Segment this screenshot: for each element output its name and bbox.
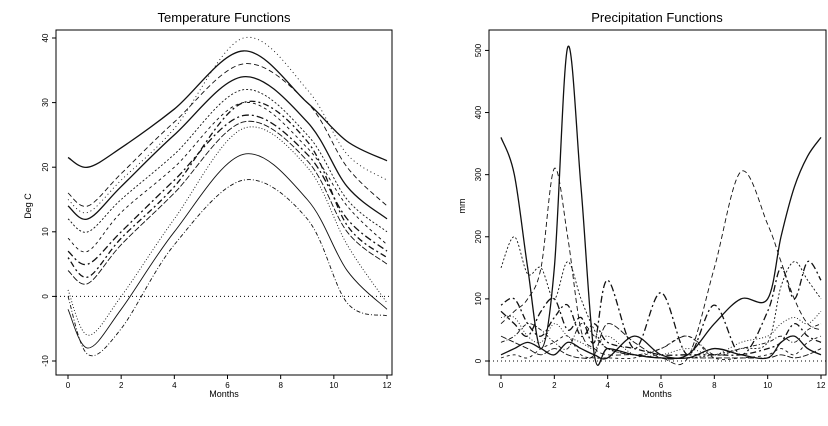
series-line <box>67 89 388 233</box>
y-tick-label: 200 <box>474 230 483 244</box>
y-tick-label: 20 <box>41 162 50 171</box>
series-line <box>67 102 388 253</box>
x-axis-label: Months <box>642 389 672 399</box>
y-tick-label: 500 <box>474 43 483 57</box>
x-tick-label: 2 <box>552 381 557 390</box>
y-axis-label: mm <box>457 199 467 214</box>
x-axis-label: Months <box>209 389 239 399</box>
y-tick-label: 0 <box>474 358 483 363</box>
precipitation-panel: Precipitation Functions Months mm 0 2 4 6 8 1… <box>457 10 827 399</box>
x-tick-label: 4 <box>172 381 177 390</box>
x-tick-label: 0 <box>66 381 71 390</box>
series-line <box>500 323 822 356</box>
x-tick-label: 12 <box>383 381 392 390</box>
x-tick-label: 10 <box>763 381 772 390</box>
series-line <box>500 335 822 361</box>
series-line <box>500 260 822 356</box>
temperature-panel: Temperature Functions Months Deg C 0 2 4 6 8… <box>23 10 393 399</box>
chart-title: Precipitation Functions <box>591 10 723 25</box>
series-line <box>67 114 388 266</box>
x-tick-label: 6 <box>659 381 664 390</box>
plot-frame <box>55 29 393 376</box>
x-tick-label: 2 <box>119 381 124 390</box>
x-tick-label: 10 <box>329 381 338 390</box>
y-tick-label: 10 <box>41 227 50 236</box>
chart-title: Temperature Functions <box>158 10 291 25</box>
series-line <box>500 167 822 366</box>
series-line <box>67 63 388 207</box>
x-tick-label: 8 <box>278 381 283 390</box>
series-line <box>67 36 388 214</box>
y-tick-label: 400 <box>474 105 483 119</box>
series-line <box>67 153 388 349</box>
series-line <box>67 100 388 278</box>
series-line <box>67 50 388 168</box>
x-tick-label: 12 <box>817 381 826 390</box>
y-axis-label: Deg C <box>23 193 33 219</box>
y-tick-label: 0 <box>41 294 50 299</box>
y-tick-label: -10 <box>41 355 50 367</box>
y-tick-label: 40 <box>41 33 50 42</box>
series-line <box>67 179 388 357</box>
y-tick-label: 300 <box>474 167 483 181</box>
x-tick-label: 0 <box>499 381 504 390</box>
series-line <box>67 120 388 285</box>
y-tick-label: 100 <box>474 292 483 306</box>
y-tick-label: 30 <box>41 98 50 107</box>
x-tick-label: 4 <box>605 381 610 390</box>
x-tick-label: 6 <box>225 381 230 390</box>
series-line <box>67 76 388 220</box>
series-line <box>67 126 388 336</box>
series-line <box>500 236 822 359</box>
plot-frame <box>488 29 827 376</box>
x-tick-label: 8 <box>712 381 717 390</box>
series-line <box>500 45 822 366</box>
series-line <box>500 297 822 356</box>
series-line <box>500 323 822 360</box>
